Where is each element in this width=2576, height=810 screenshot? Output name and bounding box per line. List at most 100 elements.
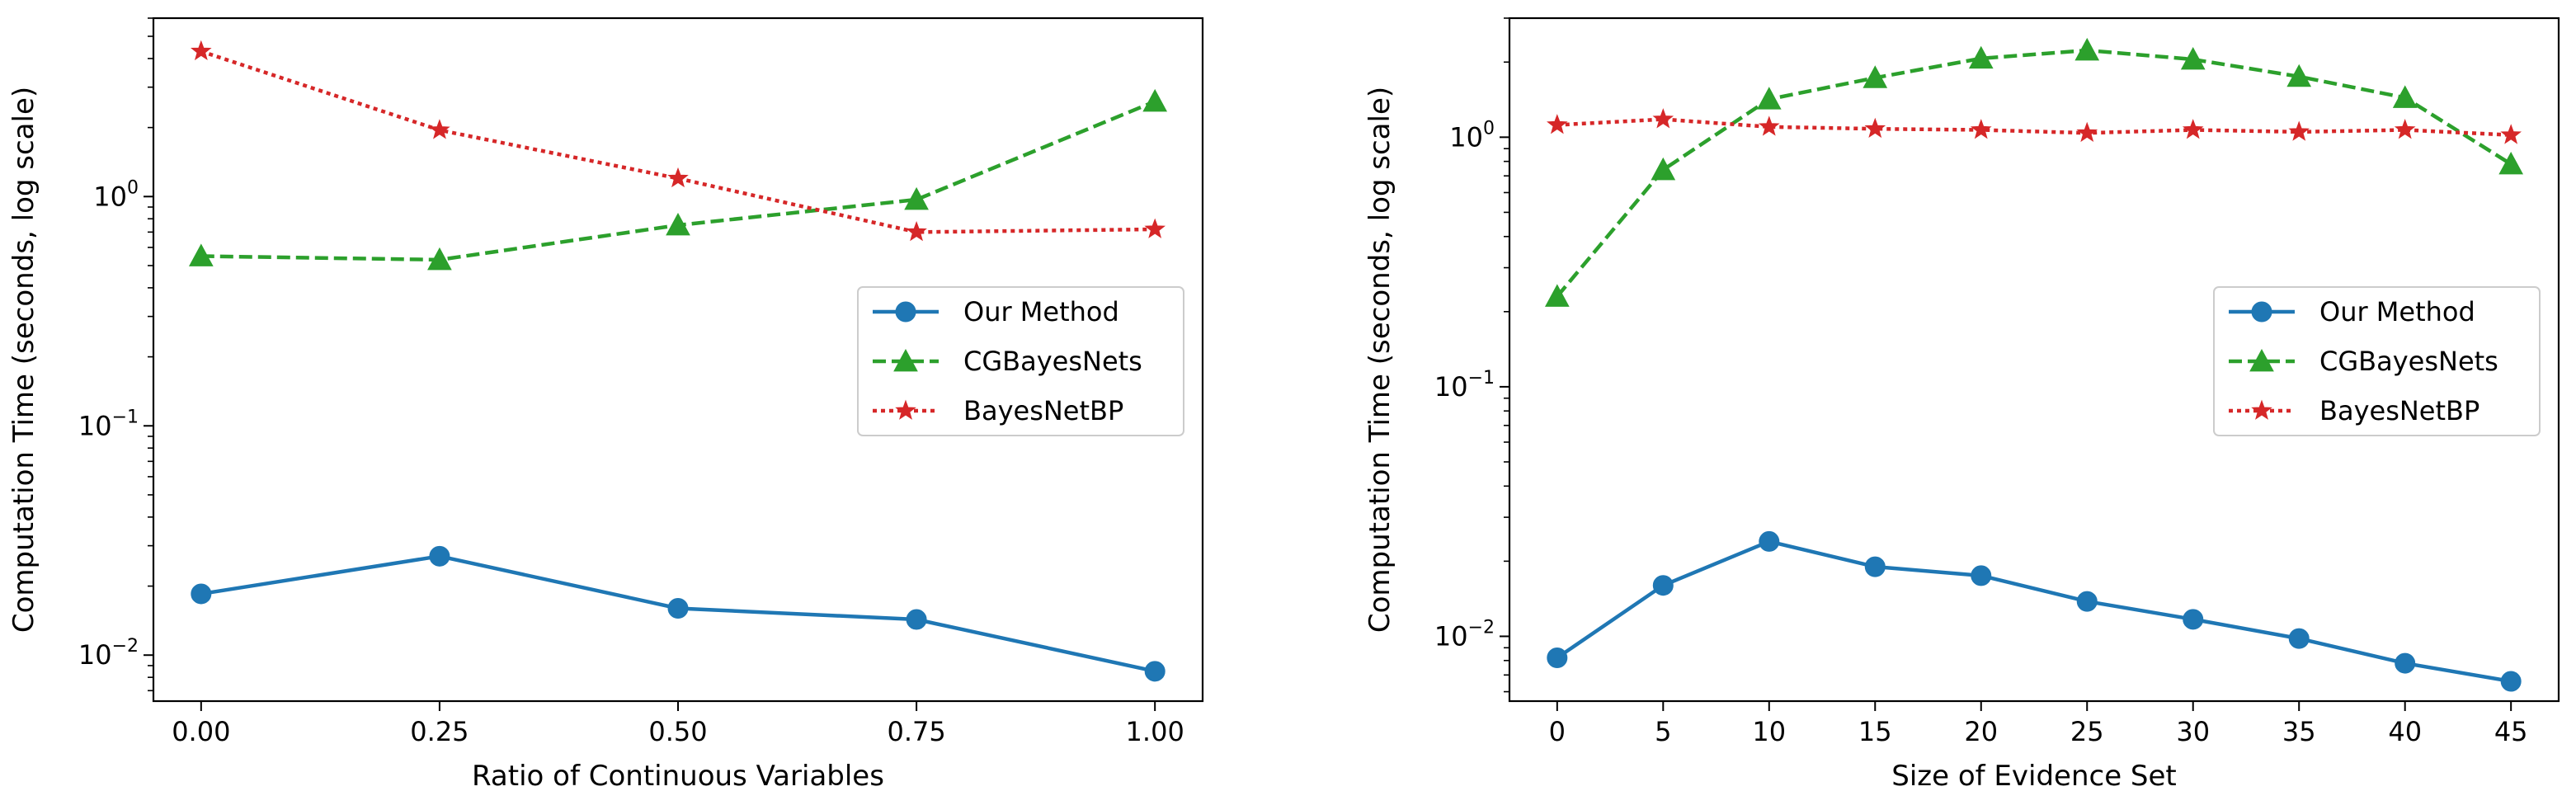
legend-label: CGBayesNets xyxy=(2319,346,2498,377)
data-point xyxy=(2288,628,2310,649)
y-tick-label: 100 xyxy=(1449,118,1495,153)
legend-label: Our Method xyxy=(963,296,1119,327)
data-point xyxy=(2288,120,2310,141)
data-point xyxy=(2394,119,2416,139)
data-point xyxy=(2076,121,2098,143)
y-tick-label: 10−2 xyxy=(78,636,139,671)
data-point xyxy=(906,220,927,242)
x-tick-label: 0.50 xyxy=(648,716,707,747)
series-line xyxy=(1556,117,2512,137)
y-tick-label: 100 xyxy=(93,177,139,212)
data-point xyxy=(2180,46,2206,70)
data-point xyxy=(1652,575,1674,596)
y-axis-label: Computation Time (seconds, log scale) xyxy=(1363,87,1396,633)
y-tick-base: 10 xyxy=(78,410,112,441)
data-point xyxy=(1759,530,1780,552)
data-point xyxy=(2076,591,2098,612)
data-point xyxy=(2392,85,2418,108)
plot-frame xyxy=(1508,16,2560,703)
data-point xyxy=(1547,648,1568,669)
series-cgbayesnets xyxy=(1544,37,2524,307)
legend-marker xyxy=(895,399,916,420)
x-axis-label: Ratio of Continuous Variables xyxy=(472,760,884,793)
data-point xyxy=(1144,218,1166,238)
legend: Our Method CGBayesNets BayesNetBP xyxy=(857,286,1184,436)
legend-marker xyxy=(2251,301,2272,323)
y-tick-exponent: −2 xyxy=(1468,617,1495,638)
data-point xyxy=(2182,119,2204,139)
y-tick-exponent: 0 xyxy=(1483,118,1495,139)
data-point xyxy=(191,583,212,605)
series-line xyxy=(1556,48,2512,298)
data-point xyxy=(191,40,212,61)
legend-marker xyxy=(2249,348,2274,372)
data-point xyxy=(666,212,690,236)
x-tick-label: 45 xyxy=(2494,716,2528,747)
legend-label: BayesNetBP xyxy=(2319,395,2479,426)
data-point xyxy=(1756,87,1782,110)
x-tick-label: 25 xyxy=(2070,716,2104,747)
x-tick-label: 10 xyxy=(1752,716,1786,747)
data-point xyxy=(1544,284,1570,307)
x-tick-label: 15 xyxy=(1858,716,1892,747)
y-tick-exponent: −2 xyxy=(112,636,139,657)
data-point xyxy=(1651,157,1676,181)
data-point xyxy=(1971,565,1992,586)
y-axis-label: Computation Time (seconds, log scale) xyxy=(7,87,40,633)
data-point xyxy=(2500,671,2522,692)
x-tick-label: 0.25 xyxy=(410,716,469,747)
data-point xyxy=(2395,652,2416,674)
data-point xyxy=(1144,661,1166,682)
data-point xyxy=(1547,114,1568,134)
legend: Our Method CGBayesNets BayesNetBP xyxy=(2213,286,2541,436)
data-point xyxy=(667,597,689,619)
y-tick-base: 10 xyxy=(1434,371,1468,403)
data-point xyxy=(2286,64,2312,87)
x-tick-label: 5 xyxy=(1655,716,1671,747)
data-point xyxy=(429,119,450,139)
series-bayesnetbp xyxy=(191,40,1166,242)
y-tick-label: 10−1 xyxy=(78,407,139,441)
y-tick-exponent: −1 xyxy=(112,407,139,427)
x-tick-label: 40 xyxy=(2388,716,2422,747)
data-point xyxy=(1863,65,1888,88)
series-line xyxy=(1556,539,2512,684)
data-point xyxy=(1864,117,1886,139)
legend-marker xyxy=(2251,399,2272,420)
legend-marker xyxy=(895,301,916,323)
y-tick-exponent: −1 xyxy=(1468,368,1495,389)
data-point xyxy=(1759,115,1780,136)
plot-frame xyxy=(152,16,1204,703)
data-point xyxy=(906,609,927,630)
y-tick-label: 10−2 xyxy=(1434,617,1495,652)
x-tick-label: 1.00 xyxy=(1126,716,1184,747)
data-point xyxy=(1864,556,1886,577)
x-tick-label: 30 xyxy=(2176,716,2210,747)
data-point xyxy=(667,167,689,188)
data-point xyxy=(1652,108,1674,129)
series-our-method xyxy=(1547,530,2522,692)
legend-box xyxy=(857,286,1184,436)
data-point xyxy=(2183,609,2204,630)
legend-marker xyxy=(893,348,918,372)
data-point xyxy=(2074,37,2100,61)
x-axis-label: Size of Evidence Set xyxy=(1891,760,2177,793)
data-point xyxy=(1142,88,1168,112)
y-tick-base: 10 xyxy=(1434,620,1468,652)
data-point xyxy=(2500,124,2522,144)
legend-box xyxy=(2213,286,2541,436)
data-point xyxy=(188,243,214,266)
legend-label: BayesNetBP xyxy=(963,395,1123,426)
data-point xyxy=(1970,119,1992,139)
legend-label: CGBayesNets xyxy=(963,346,1142,377)
y-tick-base: 10 xyxy=(93,181,127,212)
y-tick-base: 10 xyxy=(78,639,112,671)
x-tick-label: 0.00 xyxy=(172,716,230,747)
data-point xyxy=(2498,151,2524,175)
series-line xyxy=(200,49,1156,234)
data-point xyxy=(904,186,929,210)
y-tick-base: 10 xyxy=(1449,121,1483,153)
